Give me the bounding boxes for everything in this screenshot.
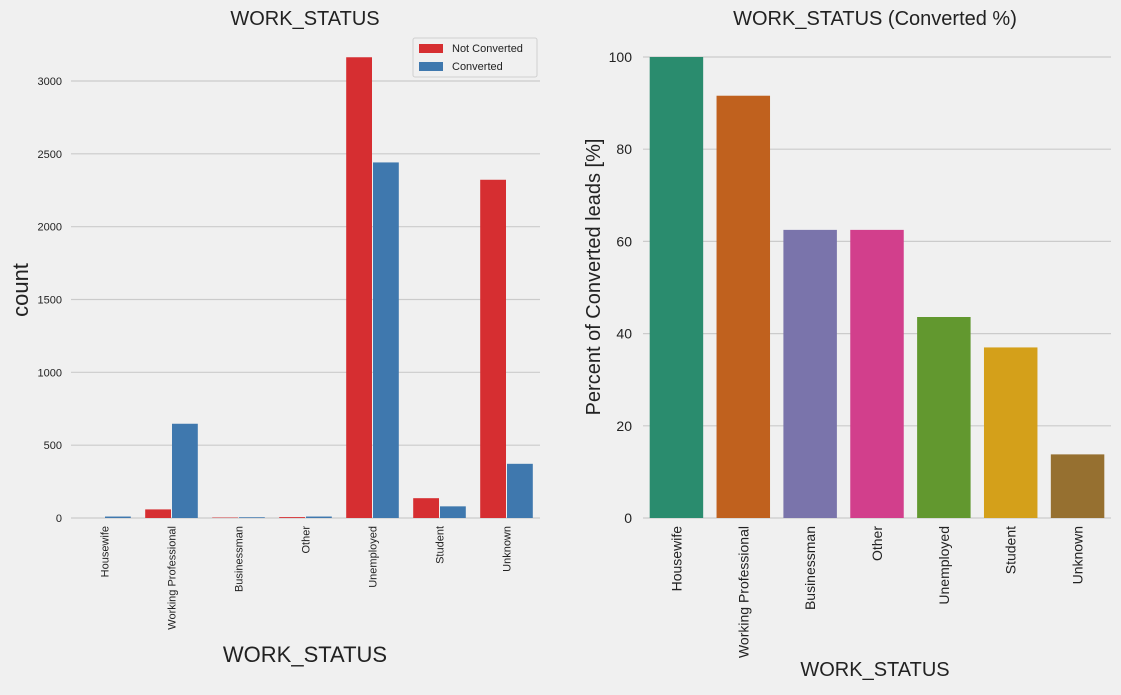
x-tick-label: Working Professional [735,526,751,658]
x-tick-label: Unknown [1070,526,1086,584]
y-tick-label: 60 [616,233,632,249]
y-tick-label: 2000 [38,222,62,234]
bar-working-professional [717,96,770,518]
bar-converted-housewife [105,517,131,518]
y-tick-label: 80 [616,141,632,157]
percent-chart-title: WORK_STATUS (Converted %) [733,8,1017,30]
bar-housewife [650,57,703,518]
percent-chart-bars [650,57,1105,518]
percent-chart-x-ticks: Housewife Working Professional Businessman… [668,526,1085,658]
count-chart-y-ticks: 0 500 1000 1500 2000 2500 3000 [38,76,62,525]
bar-not-converted-working-professional [145,509,171,518]
percent-chart-y-axis-label: Percent of Converted leads [%] [583,139,605,416]
y-tick-label: 3000 [38,76,62,88]
x-tick-label: Unknown [502,526,514,572]
bar-converted-businessman [239,517,265,518]
legend-label-not-converted: Not Converted [452,43,523,55]
x-tick-label: Businessman [234,526,246,592]
y-tick-label: 1000 [38,367,62,379]
bar-student [984,347,1037,518]
count-chart-bars [105,57,533,518]
bar-converted-student [440,506,466,518]
percent-chart-x-axis-label: WORK_STATUS [800,659,949,681]
bar-converted-working-professional [172,424,198,518]
bar-not-converted-unemployed [346,57,372,518]
x-tick-label: Student [1003,526,1019,574]
y-tick-label: 0 [56,513,62,525]
bar-businessman [783,230,836,518]
y-tick-label: 0 [624,510,632,526]
count-chart-y-axis-label: count [8,263,33,317]
bar-not-converted-other [279,517,305,518]
count-chart: 0 500 1000 1500 2000 2500 3000 Housewife Workin… [8,8,540,667]
x-tick-label: Businessman [802,526,818,610]
bar-unknown [1051,454,1104,518]
count-chart-gridlines [71,81,540,518]
bar-unemployed [917,317,970,518]
count-chart-x-ticks: Housewife Working Professional Businessman… [100,526,514,630]
x-tick-label: Other [301,526,313,554]
bar-converted-unemployed [373,162,399,518]
bar-converted-unknown [507,464,533,518]
bar-not-converted-student [413,498,439,518]
x-tick-label: Unemployed [936,526,952,605]
bar-converted-other [306,517,332,518]
percent-chart: 0 20 40 60 80 100 Housewife Working Profession… [583,8,1111,681]
legend-label-converted: Converted [452,61,503,73]
x-tick-label: Unemployed [368,526,380,588]
x-tick-label: Housewife [668,526,684,592]
y-tick-label: 20 [616,418,632,434]
x-tick-label: Other [869,526,885,561]
count-chart-title: WORK_STATUS [230,8,379,30]
x-tick-label: Student [435,526,447,564]
x-tick-label: Working Professional [167,526,179,630]
bar-other [850,230,903,518]
count-chart-x-axis-label: WORK_STATUS [223,642,387,667]
y-tick-label: 500 [44,440,62,452]
y-tick-label: 100 [609,49,633,65]
bar-not-converted-unknown [480,180,506,518]
y-tick-label: 2500 [38,149,62,161]
percent-chart-y-ticks: 0 20 40 60 80 100 [609,49,633,526]
count-chart-legend: Not Converted Converted [413,38,537,77]
legend-swatch-not-converted [419,44,443,53]
x-tick-label: Housewife [100,526,112,577]
y-tick-label: 40 [616,326,632,342]
legend-swatch-converted [419,62,443,71]
y-tick-label: 1500 [38,295,62,307]
